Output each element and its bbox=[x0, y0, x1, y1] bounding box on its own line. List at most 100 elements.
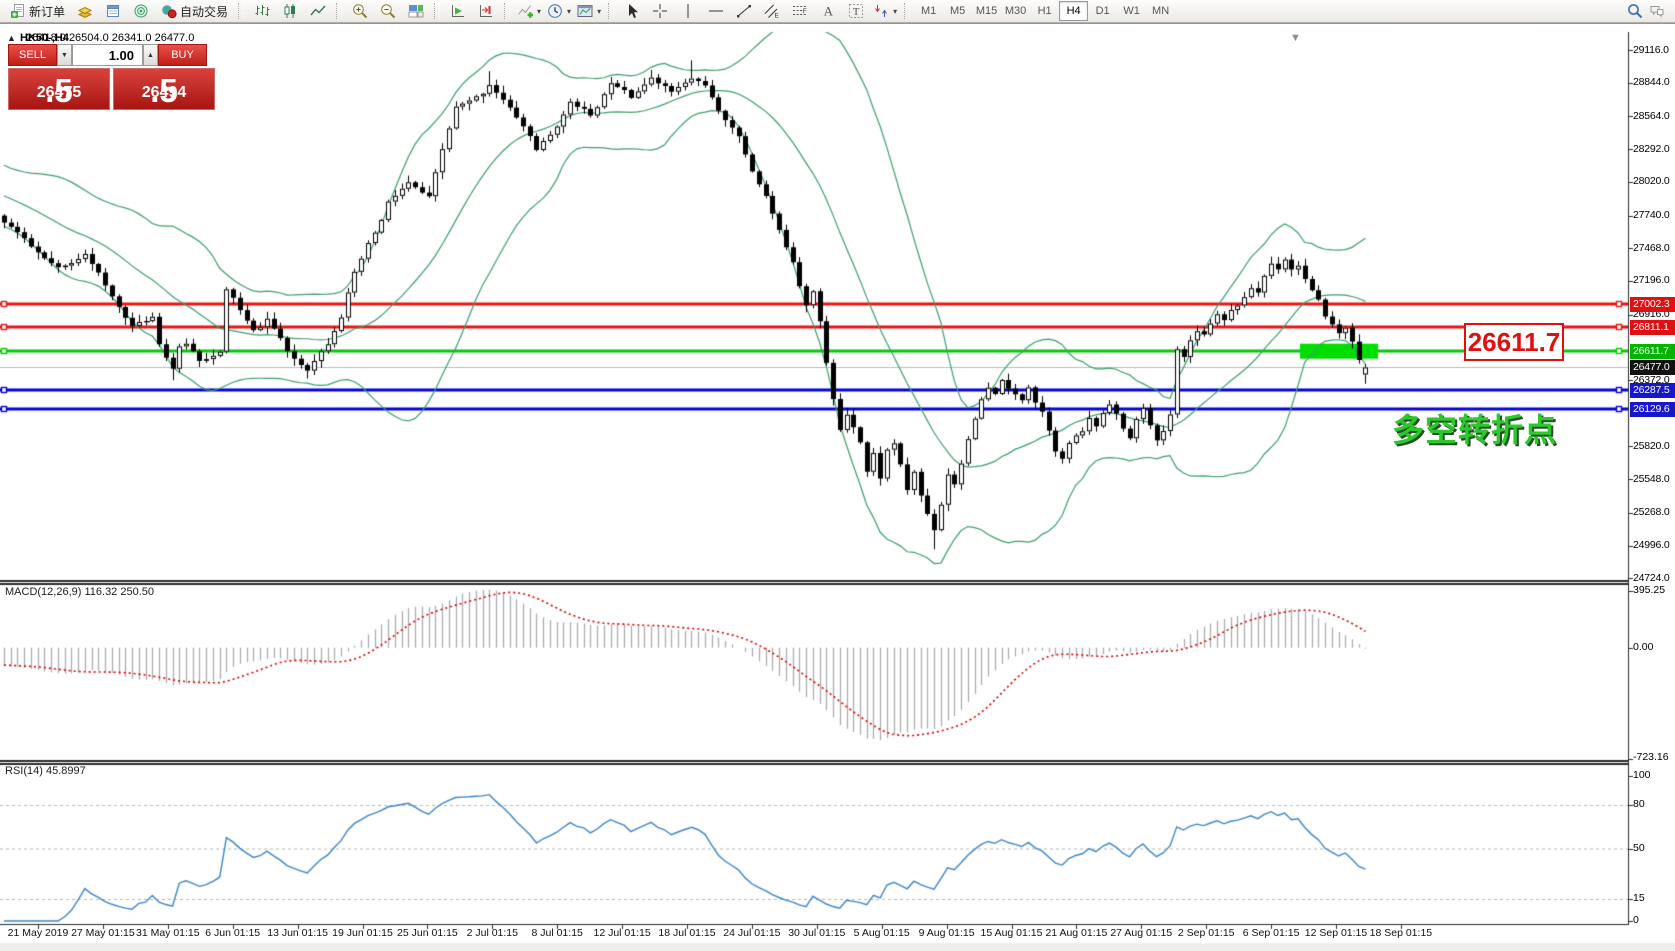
time-tick-label: 18 Jul 01:15 bbox=[658, 927, 716, 939]
price-tick-label: 26372.0 bbox=[1633, 373, 1670, 386]
price-tick-label: 24724.0 bbox=[1633, 571, 1670, 584]
autotrading-label: 自动交易 bbox=[180, 4, 229, 19]
zoom-in-icon bbox=[352, 3, 368, 19]
trendline-button[interactable] bbox=[730, 0, 758, 22]
search-icon[interactable] bbox=[1627, 3, 1643, 19]
chart-canvas[interactable] bbox=[0, 24, 1675, 951]
auto-scroll-button[interactable] bbox=[444, 0, 472, 22]
timeframe-h1[interactable]: H1 bbox=[1037, 5, 1052, 17]
price-tick-label: 27468.0 bbox=[1633, 241, 1670, 254]
periods-button[interactable]: ▾ bbox=[544, 0, 574, 22]
arrows-icon bbox=[873, 3, 889, 19]
time-tick-label: 15 Aug 01:15 bbox=[980, 927, 1043, 939]
svg-text:A: A bbox=[824, 4, 834, 19]
symbol-name: HK50-,H4 bbox=[20, 32, 69, 44]
toolbar-separator bbox=[904, 3, 911, 19]
timeframe-mn[interactable]: MN bbox=[1152, 5, 1170, 17]
symbol-title: HK50-,H4 26418.0 26504.0 26341.0 26477.0 bbox=[20, 32, 194, 44]
volume-decrease-button[interactable]: ▼ bbox=[57, 44, 72, 66]
time-tick-label: 13 Jun 01:15 bbox=[267, 927, 328, 939]
market-watch-button[interactable] bbox=[71, 0, 99, 22]
price-tick-label: 25820.0 bbox=[1633, 439, 1670, 452]
timeframe-h4[interactable]: H4 bbox=[1059, 1, 1089, 21]
channel-button[interactable]: E bbox=[758, 0, 786, 22]
text-icon: A bbox=[820, 3, 836, 19]
time-tick-label: 6 Jun 01:15 bbox=[205, 927, 261, 939]
data-window-button[interactable] bbox=[99, 0, 127, 22]
chat-icon[interactable] bbox=[1649, 3, 1665, 19]
candlestick-chart-button[interactable] bbox=[276, 0, 304, 22]
toolbar-separator bbox=[608, 3, 615, 19]
templates-icon bbox=[577, 3, 593, 19]
buy-price-display[interactable]: 26494.5 bbox=[113, 68, 215, 110]
time-tick-label: 19 Jun 01:15 bbox=[332, 927, 393, 939]
time-tick-label: 9 Aug 01:15 bbox=[918, 927, 975, 939]
rsi-scale-label: 100 bbox=[1633, 769, 1651, 781]
sell-price-display[interactable]: 26475.5 bbox=[8, 68, 110, 110]
indicators-button[interactable]: ▾ bbox=[514, 0, 544, 22]
toolbar-separator bbox=[504, 3, 511, 19]
macd-indicator-label: MACD(12,26,9) 116.32 250.50 bbox=[5, 586, 154, 598]
timeframe-d1[interactable]: D1 bbox=[1095, 5, 1110, 17]
tile-windows-button[interactable] bbox=[402, 0, 430, 22]
horizontal-line-icon bbox=[708, 3, 724, 19]
panel-collapse-icon[interactable]: ▲ bbox=[7, 33, 16, 43]
price-tick-label: 25268.0 bbox=[1633, 506, 1670, 519]
rsi-scale-label: 0 bbox=[1633, 914, 1639, 926]
svg-text:E: E bbox=[775, 13, 780, 20]
timeframe-w1[interactable]: W1 bbox=[1123, 5, 1140, 17]
text-label-icon: T bbox=[848, 3, 864, 19]
time-tick-label: 18 Sep 01:15 bbox=[1369, 927, 1433, 939]
timeframe-m5[interactable]: M5 bbox=[949, 5, 966, 17]
bar-chart-button[interactable] bbox=[248, 0, 276, 22]
volume-increase-button[interactable]: ▲ bbox=[143, 44, 158, 66]
cursor-button[interactable] bbox=[618, 0, 646, 22]
toolbar-separator bbox=[336, 3, 343, 19]
symbol-ohlc: 26418.0 26504.0 26341.0 26477.0 bbox=[26, 32, 195, 44]
crosshair-icon bbox=[652, 3, 668, 19]
timeframe-m30[interactable]: M30 bbox=[1004, 5, 1027, 17]
price-level-annotation[interactable]: 26611.7 bbox=[1464, 323, 1564, 361]
price-tick-label: 29116.0 bbox=[1633, 43, 1669, 56]
timeframe-m1[interactable]: M1 bbox=[920, 5, 937, 17]
svg-text:F: F bbox=[803, 8, 807, 15]
volume-input[interactable]: 1.00 bbox=[72, 44, 143, 66]
buy-price-int: 26494 bbox=[141, 84, 187, 101]
new-order-icon bbox=[10, 3, 26, 19]
fibonacci-icon: F bbox=[792, 3, 808, 19]
buy-button[interactable]: BUY bbox=[158, 44, 207, 66]
tile-windows-icon bbox=[408, 3, 424, 19]
time-tick-label: 6 Sep 01:15 bbox=[1242, 927, 1300, 939]
chevron-down-icon: ▾ bbox=[567, 6, 572, 16]
autotrading-button[interactable]: 自动交易 bbox=[155, 0, 234, 22]
time-tick-label: 8 Jul 01:15 bbox=[531, 927, 583, 939]
price-line-chip: 26129.6 bbox=[1630, 401, 1675, 417]
auto-scroll-icon bbox=[450, 3, 466, 19]
text-label-button[interactable]: T bbox=[842, 0, 870, 22]
navigator-button[interactable] bbox=[127, 0, 155, 22]
turning-point-annotation[interactable]: 多空转折点 bbox=[1392, 412, 1558, 448]
chart-shift-marker-icon[interactable]: ▼ bbox=[1290, 32, 1301, 44]
time-tick-label: 12 Sep 01:15 bbox=[1304, 927, 1368, 939]
price-line-chip: 26611.7 bbox=[1630, 343, 1675, 359]
crosshair-button[interactable] bbox=[646, 0, 674, 22]
fibonacci-button[interactable]: F bbox=[786, 0, 814, 22]
timeframe-m15[interactable]: M15 bbox=[975, 5, 998, 17]
text-button[interactable]: A bbox=[814, 0, 842, 22]
zoom-in-button[interactable] bbox=[346, 0, 374, 22]
sell-button[interactable]: SELL bbox=[8, 44, 57, 66]
chart-shift-button[interactable] bbox=[472, 0, 500, 22]
horizontal-line-button[interactable] bbox=[702, 0, 730, 22]
templates-button[interactable]: ▾ bbox=[574, 0, 604, 22]
channel-icon: E bbox=[764, 3, 780, 19]
arrows-button[interactable]: ▾ bbox=[870, 0, 900, 22]
time-tick-label: 30 Jul 01:15 bbox=[788, 927, 846, 939]
time-tick-label: 21 Aug 01:15 bbox=[1045, 927, 1108, 939]
cursor-icon bbox=[624, 3, 640, 19]
price-tick-label: 28020.0 bbox=[1633, 175, 1670, 188]
buy-price-frac: .5 bbox=[150, 72, 178, 109]
line-chart-button[interactable] bbox=[304, 0, 332, 22]
vertical-line-button[interactable] bbox=[674, 0, 702, 22]
zoom-out-button[interactable] bbox=[374, 0, 402, 22]
new-order-button[interactable]: 新订单 bbox=[4, 0, 71, 22]
